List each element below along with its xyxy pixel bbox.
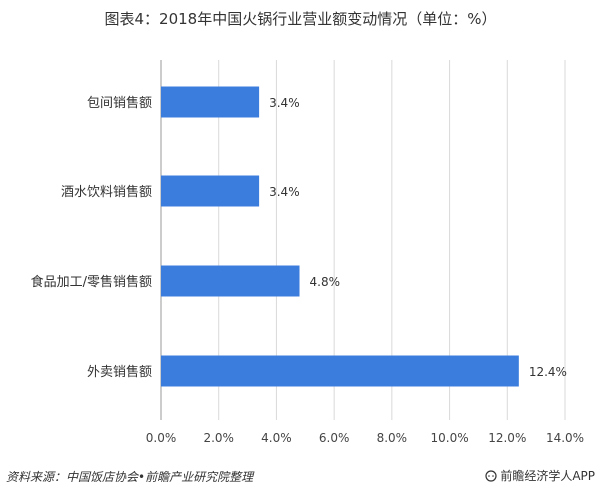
brand-credit: 前瞻经济学人APP: [485, 467, 595, 484]
bar: [161, 355, 519, 387]
bar: [161, 175, 260, 207]
category-label: 外卖销售额: [87, 364, 152, 380]
data-label: 3.4%: [269, 96, 300, 110]
x-tick-label: 12.0%: [488, 431, 526, 445]
category-label: 食品加工/零售销售额: [31, 274, 152, 290]
x-tick-label: 8.0%: [377, 431, 408, 445]
x-tick-label: 6.0%: [319, 431, 350, 445]
speech-bubble-icon: [485, 469, 497, 482]
x-tick-label: 0.0%: [146, 431, 177, 445]
category-label: 酒水饮料销售额: [61, 184, 152, 200]
x-tick-label: 4.0%: [261, 431, 292, 445]
category-label: 包间销售额: [87, 95, 152, 111]
source-note: 资料来源：中国饭店协会•前瞻产业研究院整理: [6, 470, 254, 484]
brand-label: 前瞻经济学人APP: [500, 469, 595, 483]
bar: [161, 86, 260, 118]
x-tick-label: 10.0%: [431, 431, 469, 445]
x-tick-label: 2.0%: [203, 431, 234, 445]
bars: [161, 86, 519, 387]
x-tick-label: 14.0%: [546, 431, 584, 445]
bar: [161, 265, 300, 297]
data-label: 3.4%: [269, 185, 300, 199]
data-label: 4.8%: [310, 275, 341, 289]
chart-title: 图表4：2018年中国火锅行业营业额变动情况（单位：%）: [104, 10, 497, 28]
labels: 0.0% 2.0% 4.0% 6.0% 8.0% 10.0% 12.0% 14.0% 包间销售额…: [31, 95, 584, 445]
data-label: 12.4%: [529, 365, 567, 379]
